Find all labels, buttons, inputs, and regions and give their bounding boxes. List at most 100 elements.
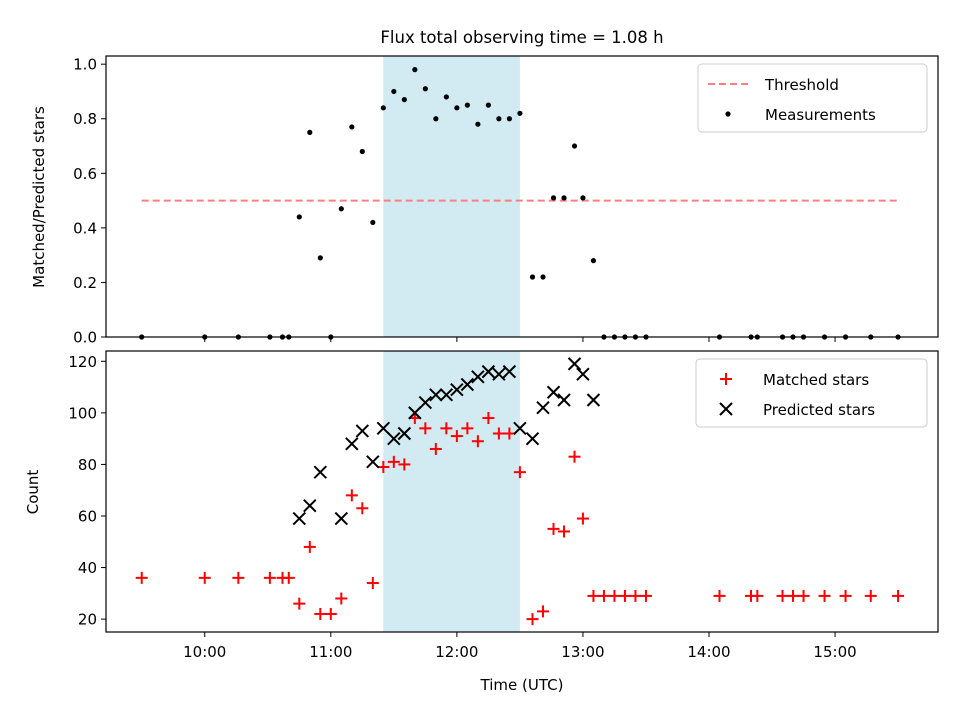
measurement-point — [485, 102, 491, 108]
legend-measurements-label: Measurements — [765, 106, 876, 124]
top-y-tick-label: 0.0 — [73, 329, 97, 347]
predicted-star-point — [450, 382, 464, 397]
top-highlight-span — [383, 56, 520, 337]
predicted-star-point — [397, 426, 412, 441]
predicted-star-point — [471, 370, 485, 384]
matched-star-point — [324, 607, 337, 620]
matched-star-point — [576, 512, 589, 525]
measurement-point — [349, 124, 355, 130]
x-axis-label: Time (UTC) — [480, 676, 564, 694]
predicted-star-point — [303, 498, 317, 513]
top-y-axis: 0.0 0.2 0.4 0.6 0.8 1.0 — [73, 56, 106, 347]
matched-star-point — [629, 589, 642, 602]
top-y-tick-label: 0.6 — [73, 165, 97, 183]
bottom-x-tick-label: 12:00 — [435, 643, 478, 661]
predicted-star-points — [292, 357, 601, 526]
bottom-y-tick-label: 120 — [68, 353, 97, 371]
predicted-star-point — [334, 511, 349, 526]
matched-star-point — [471, 435, 484, 448]
measurement-point — [422, 86, 428, 92]
predicted-star-point — [387, 431, 401, 446]
top-legend: Threshold Measurements — [697, 63, 928, 133]
bottom-y-tick-label: 20 — [78, 611, 97, 629]
top-y-axis-label: Matched/Predicted stars — [30, 106, 48, 288]
predicted-star-point — [567, 357, 582, 371]
predicted-star-point — [313, 465, 328, 479]
top-axes-frame — [105, 55, 939, 338]
matched-star-point — [513, 466, 526, 479]
predicted-star-point — [418, 395, 433, 410]
matched-star-point — [751, 589, 764, 602]
matched-star-point — [839, 589, 852, 602]
matched-star-point — [492, 427, 505, 440]
predicted-star-point — [292, 511, 307, 526]
matched-star-point — [547, 522, 560, 535]
measurement-point — [561, 195, 567, 201]
predicted-star-point — [439, 388, 454, 402]
matched-star-point — [776, 589, 789, 602]
matched-star-point — [526, 613, 539, 626]
predicted-star-point — [366, 455, 380, 469]
legend-predicted-swatch — [719, 402, 733, 416]
matched-star-point — [387, 455, 400, 468]
matched-star-point — [366, 577, 379, 590]
matched-star-point — [461, 422, 474, 435]
bottom-legend-box — [695, 358, 928, 428]
measurement-point — [433, 116, 439, 122]
matched-star-point — [232, 571, 245, 584]
measurement-point — [571, 143, 578, 149]
matched-star-point — [314, 607, 327, 620]
predicted-star-point — [536, 401, 550, 415]
top-y-tick-label: 0.2 — [73, 274, 97, 292]
matched-star-point — [597, 589, 610, 602]
measurement-point — [475, 121, 481, 127]
matched-star-point — [639, 589, 652, 602]
bottom-y-axis-label: Count — [24, 470, 42, 515]
predicted-star-point — [525, 431, 540, 446]
predicted-star-point — [576, 367, 590, 381]
bottom-x-tick-label: 13:00 — [561, 643, 604, 661]
legend-predicted-label: Predicted stars — [763, 401, 875, 419]
predicted-star-point — [481, 364, 496, 379]
matched-star-point — [892, 589, 905, 602]
measurement-point — [443, 94, 449, 100]
predicted-star-point — [557, 393, 571, 407]
predicted-star-point — [492, 367, 506, 381]
legend-threshold-label: Threshold — [764, 76, 839, 94]
measurement-points — [139, 67, 901, 340]
matched-star-point — [398, 458, 411, 471]
measurement-point — [529, 274, 536, 280]
matched-star-point — [198, 571, 211, 584]
top-y-tick-label: 1.0 — [73, 56, 97, 74]
matched-star-point — [618, 589, 631, 602]
bottom-y-tick-label: 100 — [68, 404, 97, 422]
bottom-legend: Matched stars Predicted stars — [695, 358, 928, 428]
matched-star-point — [787, 589, 800, 602]
measurement-point — [464, 102, 470, 108]
bottom-x-tick-label: 10:00 — [183, 643, 226, 661]
matched-star-point — [797, 589, 810, 602]
measurement-point — [412, 67, 418, 73]
legend-matched-swatch — [720, 373, 732, 385]
measurement-point — [359, 148, 365, 155]
measurement-point — [517, 110, 523, 116]
top-panel: 0.0 0.2 0.4 0.6 0.8 1.0 Matched/Predicted sta… — [30, 55, 939, 347]
matched-star-point — [419, 422, 432, 435]
bottom-x-tick-label: 15:00 — [813, 643, 856, 661]
matched-star-point — [587, 589, 600, 602]
matched-star-point — [713, 589, 726, 602]
matched-star-point — [537, 605, 550, 618]
bottom-highlight-span — [383, 351, 520, 632]
matched-star-point — [135, 571, 148, 584]
matched-star-point — [558, 525, 571, 538]
measurement-point — [317, 255, 323, 261]
top-y-tick-label: 0.8 — [73, 110, 97, 128]
predicted-star-point — [376, 421, 391, 436]
legend-measurements-swatch — [725, 111, 731, 117]
bottom-x-tick-label: 11:00 — [309, 643, 352, 661]
measurement-point — [296, 214, 302, 220]
chart-title: Flux total observing time = 1.08 h — [380, 28, 663, 47]
measurement-point — [454, 105, 460, 111]
top-legend-box — [697, 63, 928, 133]
